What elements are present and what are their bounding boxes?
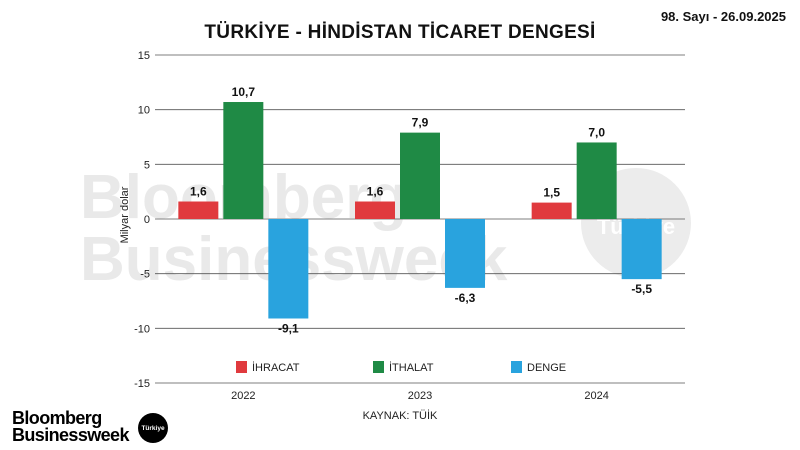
data-label: -5,5 <box>631 282 652 296</box>
issue-date: 98. Sayı - 26.09.2025 <box>660 9 786 24</box>
data-labels: 1,6 10,7 -9,1 1,6 7,9 -6,3 1,5 7,0 -5,5 <box>190 85 652 335</box>
legend-swatch <box>373 361 384 373</box>
bar <box>531 202 572 219</box>
brand-line2: Businessweek <box>12 425 129 445</box>
y-tick-label: -5 <box>140 269 150 281</box>
legend-swatch <box>236 361 247 373</box>
data-label: -6,3 <box>455 291 476 305</box>
y-tick-label: 0 <box>144 214 150 226</box>
data-label: 10,7 <box>232 85 256 99</box>
legend-swatch <box>511 361 522 373</box>
y-tick-label: -10 <box>134 323 150 335</box>
data-label: 7,0 <box>588 125 605 139</box>
y-tick-label: 10 <box>138 105 150 117</box>
bar <box>621 219 662 280</box>
y-axis-ticks: -15 -10 -5 0 5 10 15 <box>134 50 150 390</box>
x-axis-labels: 2022 2023 2024 <box>231 390 609 402</box>
bar <box>400 132 440 219</box>
y-tick-label: 15 <box>138 50 150 62</box>
y-axis-label: Milyar dolar <box>119 186 131 243</box>
data-label: 1,6 <box>190 185 207 199</box>
y-tick-label: -15 <box>134 378 150 390</box>
y-tick-label: 5 <box>144 159 150 171</box>
brand-line1: Bloomberg <box>12 408 102 428</box>
data-label: 1,6 <box>367 185 384 199</box>
legend: İHRACAT İTHALAT DENGE <box>236 361 566 374</box>
bar <box>178 201 219 219</box>
data-label: -9,1 <box>278 321 299 335</box>
bar <box>223 102 264 219</box>
data-label: 1,5 <box>543 186 560 200</box>
bar <box>355 201 395 219</box>
x-tick-label: 2022 <box>231 390 255 402</box>
bars <box>178 102 662 319</box>
bar <box>445 219 485 288</box>
legend-label: İHRACAT <box>252 361 300 374</box>
legend-label: İTHALAT <box>389 361 434 374</box>
bar <box>576 142 617 219</box>
legend-label: DENGE <box>527 362 566 374</box>
bar <box>268 219 309 319</box>
chart-title: TÜRKİYE - HİNDİSTAN TİCARET DENGESİ <box>204 22 596 43</box>
x-tick-label: 2023 <box>408 390 432 402</box>
brand-logo: Bloomberg Businessweek <box>12 408 129 445</box>
source-note: KAYNAK: TÜİK <box>362 410 438 422</box>
brand-badge-icon: Türkiye <box>138 413 168 443</box>
data-label: 7,9 <box>412 116 429 130</box>
x-tick-label: 2024 <box>584 390 608 402</box>
